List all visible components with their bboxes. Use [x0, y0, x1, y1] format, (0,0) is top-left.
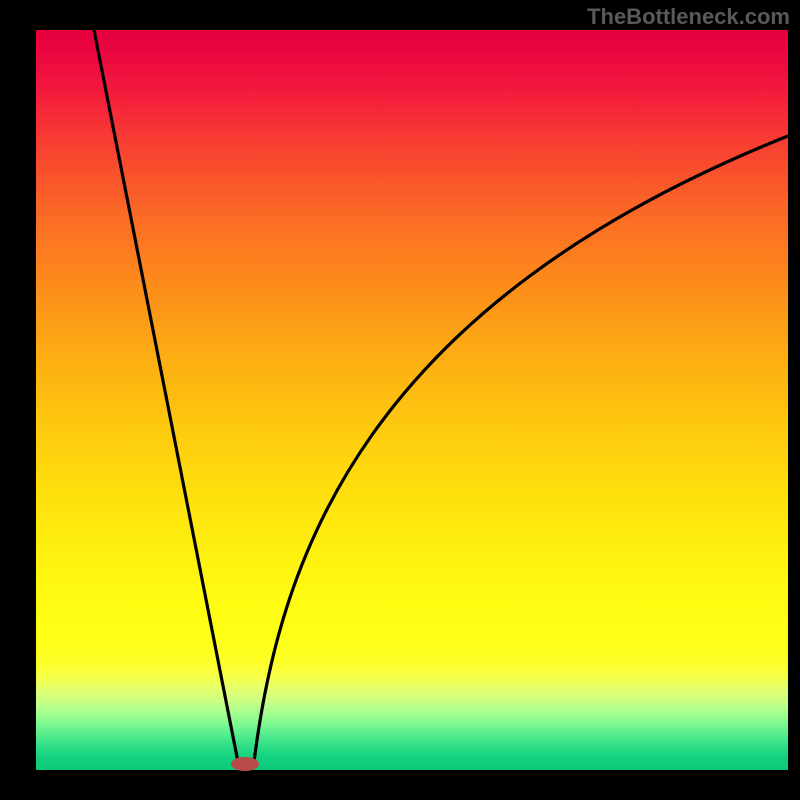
watermark-text: TheBottleneck.com: [587, 4, 790, 30]
chart-svg: [0, 0, 800, 800]
frame-left: [0, 0, 36, 800]
optimum-marker: [231, 757, 259, 771]
frame-right: [788, 0, 800, 800]
frame-bottom: [0, 770, 800, 800]
gradient-background: [36, 30, 788, 770]
